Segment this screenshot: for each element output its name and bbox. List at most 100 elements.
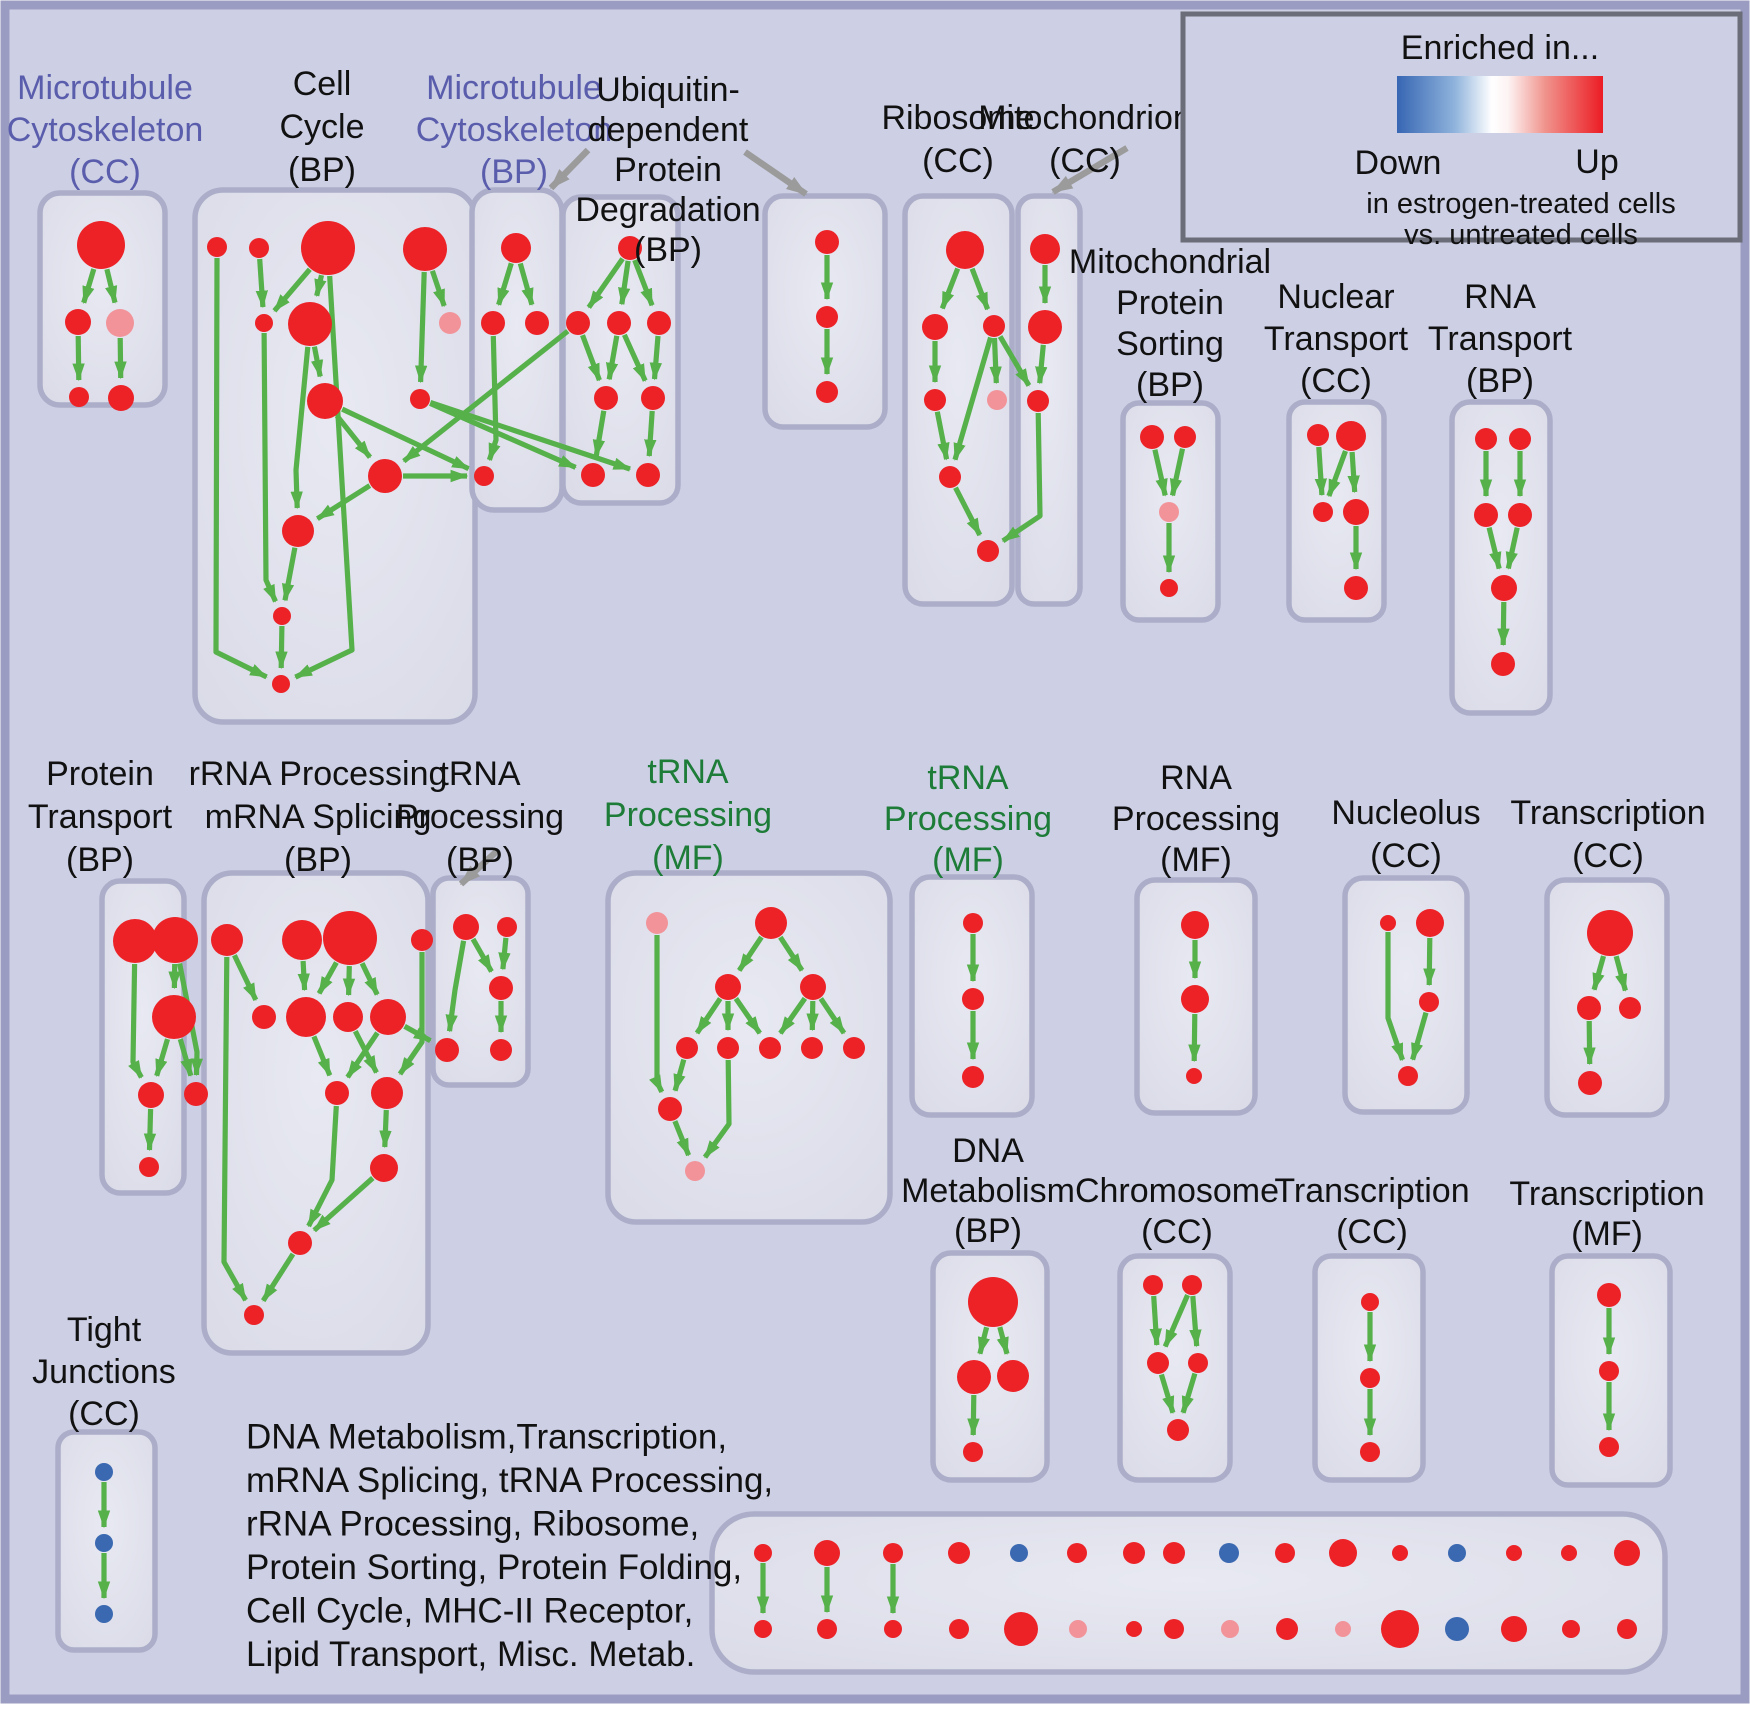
category-label-line: (CC) [1300,362,1372,400]
edge-tm3-tm5 [694,997,723,1035]
edge-rb3-mi3 [997,335,1032,387]
edge-ch4-ch5 [1180,1372,1198,1414]
category-label-line: Mitochondrial [1069,243,1271,281]
edge-tb1-tb4 [445,940,467,1033]
category-label-line: Transcription [1510,794,1705,832]
go-term-node-bt4-blue [1010,1544,1028,1562]
go-term-node-mtb1-red [501,233,531,263]
category-label-line: Protein [46,755,154,793]
go-term-node-tj2-blue [95,1534,113,1552]
go-term-node-tc3-red [1619,997,1641,1019]
category-label-line: (CC) [1336,1213,1408,1251]
edge-nt2-nt4 [1347,451,1360,494]
go-term-node-bt8-blue [1219,1543,1239,1563]
go-term-node-bb5-pink [1069,1620,1087,1638]
go-term-node-ts1-red [963,913,983,933]
edge-rb6-rb7 [953,486,983,537]
go-term-node-tm1-pink [646,912,668,934]
category-label-line: mRNA Splicing [205,798,432,836]
category-label-line: (BP) [446,841,514,879]
go-term-node-bt13-red [1506,1545,1522,1561]
edge-ch3-ch5 [1158,1373,1176,1414]
go-term-node-bb0-red [754,1620,772,1638]
legend-up-label: Up [1575,143,1618,181]
edge-rb1-rb2 [939,267,961,310]
go-term-node-bb10-pink [1335,1621,1351,1637]
category-label-line: Ribosome [881,99,1034,137]
category-label-line: (BP) [634,231,702,269]
go-term-node-nu2-red [1416,909,1444,937]
go-term-node-bb2-red [884,1620,902,1638]
go-term-node-cy11-red [282,515,314,547]
category-label-line: (BP) [66,841,134,879]
category-label-line: Degradation [575,191,760,229]
edge-dm2-dm4 [967,1394,980,1437]
box-misc [709,1511,1668,1675]
go-term-node-ts3-red [962,1066,984,1088]
category-label-line: (CC) [69,153,141,191]
edge-cy5-cy12 [261,332,278,603]
go-term-node-bt9-red [1275,1543,1295,1563]
category-label-rrna: rRNA Processing mRNA Splicing (BP) [189,755,448,879]
go-term-node-dm2-red [957,1360,991,1394]
go-term-node-nu3-red [1419,992,1439,1012]
go-term-node-tb3-red [489,976,513,1000]
go-term-node-rr6-red [286,997,326,1037]
category-label-nuclear-transport: Nuclear Transport (CC) [1264,278,1409,400]
edge-cy11-cy12 [281,547,298,602]
category-label-line: (MF) [1160,841,1232,879]
edge-rt5-rt6 [1497,601,1510,647]
edge-rr6-rr9 [311,1035,333,1077]
go-term-node-bt2-red [883,1543,903,1563]
edge-ub2-cy10 [402,329,570,464]
edge-dm1-dm2 [977,1326,990,1355]
go-term-node-pt4-red [138,1082,164,1108]
edge-tm1-tm10 [649,935,665,1094]
category-label-line: Nucleolus [1331,794,1480,832]
go-term-node-rr4-red [411,929,433,951]
go-term-node-bt7-red [1163,1542,1185,1564]
edge-cy8-cy10 [334,414,373,459]
go-term-node-tm11-pink [685,1161,705,1181]
go-term-node-tm2-red [755,907,787,939]
go-term-node-ub2-red [566,311,590,335]
go-term-node-tm6-red [717,1037,739,1059]
go-term-nodes [65,221,1641,1648]
go-term-node-cy6-red [288,302,332,346]
category-label-line: Cytoskeleton [416,111,613,149]
edge-mi2-mi3 [1035,344,1048,385]
go-term-node-ub8-red [636,463,660,487]
category-label-trna-mf-big: tRNA Processing (MF) [604,753,772,877]
edge-tm10-tm11 [672,1120,692,1157]
go-term-node-pt2-red [152,917,198,963]
edge-tm4-tm9 [818,997,847,1035]
go-term-node-cy1-red [207,237,227,257]
edge-ub5-ub7 [592,410,607,458]
misc-category-text-line: rRNA Processing, Ribosome, [246,1505,699,1544]
edge-cy4-cy7 [429,269,447,308]
edge-pt3-pt5 [177,1038,194,1077]
misc-category-text-line: Cell Cycle, MHC-II Receptor, [246,1592,693,1631]
category-label-mt-cc: Microtubule Cytoskeleton (CC) [7,69,204,191]
box-transcription-cc1 [1544,877,1670,1118]
edge-dm1-dm3 [996,1326,1010,1355]
category-label-line: (BP) [1136,366,1204,404]
go-term-node-rr1-red [211,924,243,956]
edge-tm2-tm4 [778,935,805,972]
edge-ub4-ub6 [649,335,662,381]
go-term-node-rt1-red [1475,428,1497,450]
go-term-node-ps2-red [1174,426,1196,448]
edge-rb1-rb3 [969,267,991,311]
edge-tc1-tc3 [1613,955,1628,992]
go-term-node-tm10-red [658,1097,682,1121]
edge-cy2-cy5 [255,258,268,309]
go-term-node-tb2-red [497,917,517,937]
go-term-node-ch2-red [1182,1275,1202,1295]
misc-category-text-line: Lipid Transport, Misc. Metab. [246,1635,695,1674]
go-term-node-rr12-red [288,1231,312,1255]
category-label-line: Protein [614,151,722,189]
category-label-line: tRNA [647,753,729,791]
edge-tb2-tb3 [498,937,511,971]
go-term-node-cy10-red [368,459,402,493]
go-term-node-ub4-red [647,311,671,335]
